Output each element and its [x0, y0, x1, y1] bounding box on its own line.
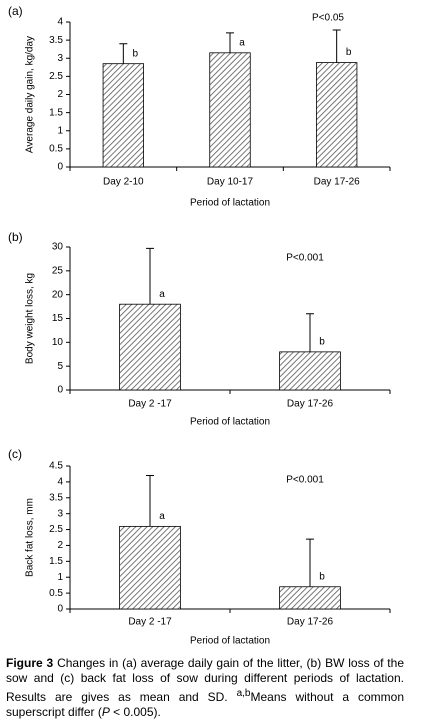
bar — [209, 52, 251, 168]
y-tick-label: 0 — [57, 385, 63, 396]
panel-label: (c) — [8, 447, 22, 461]
y-tick-label: 2.5 — [49, 71, 63, 82]
y-tick-label: 3 — [57, 508, 63, 519]
y-tick-label: 2 — [57, 540, 63, 551]
significance-letter: a — [159, 511, 165, 522]
panel-label: (a) — [8, 4, 23, 18]
error-bar — [332, 29, 341, 63]
y-tick-label: 1 — [57, 125, 63, 136]
error-bar — [146, 475, 154, 527]
caption-text: < 0.005). — [109, 705, 161, 719]
caption-label: Figure 3 — [6, 656, 54, 670]
error-bar — [306, 313, 314, 352]
y-tick-label: 4.5 — [49, 461, 63, 472]
y-tick-label: 20 — [52, 289, 64, 300]
y-tick-label: 2.5 — [49, 524, 63, 535]
caption-text: Means without a common superscript diffe… — [6, 690, 405, 719]
significance-letter: b — [319, 337, 325, 348]
x-tick-label: Day 2 -17 — [128, 617, 172, 628]
figure: (a) P<0.05 Average daily gain, kg/day Perio… — [8, 4, 391, 647]
annotation: P<0.001 — [286, 475, 324, 486]
bar — [279, 351, 341, 391]
y-tick-label: 4 — [57, 17, 63, 28]
caption-italic: P — [101, 705, 110, 719]
y-tick-label: 4 — [57, 477, 63, 488]
annotation: P<0.05 — [312, 13, 344, 24]
bar — [279, 586, 341, 610]
y-axis-label: Body weight loss, kg — [25, 273, 36, 364]
y-tick-label: 25 — [52, 265, 64, 276]
y-tick-label: 0.5 — [49, 144, 63, 155]
y-tick-label: 1 — [57, 572, 63, 583]
y-tick-label: 5 — [57, 361, 63, 372]
significance-letter: b — [346, 47, 352, 58]
caption-text: Changes in (a) average daily gain of the… — [6, 656, 404, 704]
y-tick-label: 3.5 — [49, 35, 63, 46]
y-tick-label: 1.5 — [49, 107, 63, 118]
x-tick-label: Day 2 -17 — [128, 399, 172, 410]
caption: Figure 3 Changes in (a) average daily ga… — [6, 656, 404, 720]
y-tick-label: 1.5 — [49, 556, 63, 567]
x-tick-label: Day 17-26 — [287, 399, 334, 410]
x-tick-label: Day 2-10 — [103, 177, 144, 188]
y-tick-label: 3 — [57, 53, 63, 64]
significance-letter: a — [239, 37, 245, 48]
error-bar — [119, 43, 128, 64]
significance-letter: a — [159, 289, 165, 300]
x-axis-label: Period of lactation — [190, 198, 270, 209]
y-tick-label: 3.5 — [49, 492, 63, 503]
error-bar — [226, 32, 234, 53]
x-tick-label: Day 10-17 — [207, 177, 254, 188]
error-bar — [306, 538, 314, 587]
significance-letter: b — [133, 48, 139, 59]
x-tick-label: Day 17-26 — [287, 617, 334, 628]
bar — [315, 62, 358, 168]
y-tick-label: 0 — [57, 604, 63, 615]
bar — [102, 63, 144, 168]
y-tick-label: 2 — [57, 89, 63, 100]
x-axis-label: Period of lactation — [190, 636, 270, 647]
y-tick-label: 0 — [57, 162, 63, 173]
y-tick-label: 0.5 — [49, 588, 63, 599]
panel-label: (b) — [8, 230, 23, 244]
x-tick-label: Day 17-26 — [314, 177, 361, 188]
x-axis-label: Period of lactation — [190, 417, 270, 428]
y-axis-label: Average daily gain, kg/day — [25, 36, 36, 153]
y-tick-label: 10 — [52, 337, 64, 348]
bar — [119, 525, 181, 610]
y-tick-label: 30 — [52, 242, 64, 253]
significance-letter: b — [319, 571, 325, 582]
bar — [119, 303, 181, 391]
y-axis-label: Back fat loss, mm — [25, 498, 36, 577]
caption-sup: a,b — [236, 688, 251, 699]
y-tick-label: 15 — [52, 313, 64, 324]
annotation: P<0.001 — [286, 253, 324, 264]
error-bar — [146, 247, 154, 305]
